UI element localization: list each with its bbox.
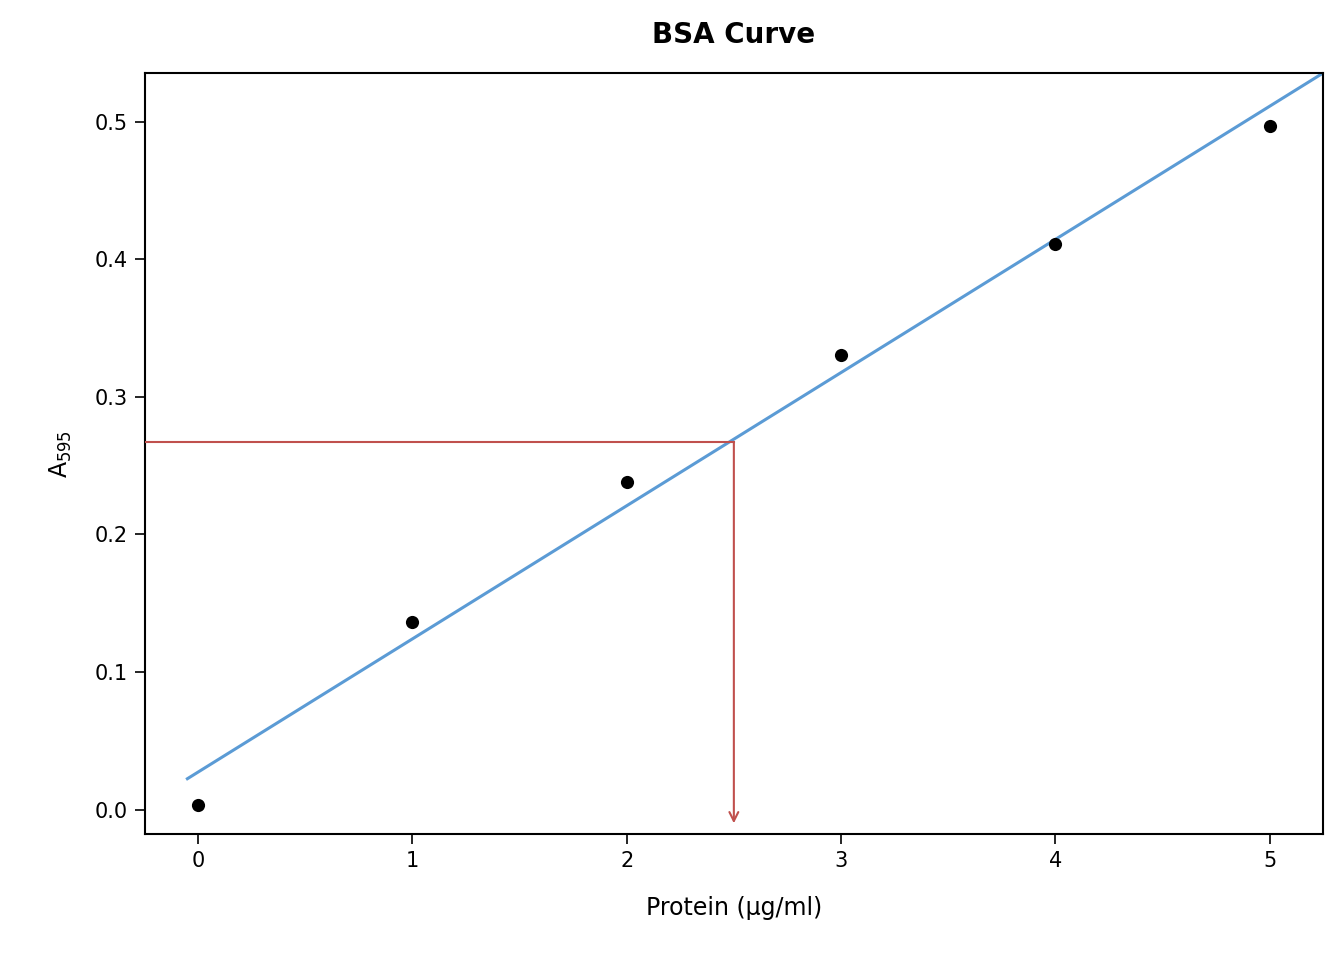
Point [402, 614, 423, 630]
Point [1044, 236, 1066, 252]
Title: BSA Curve: BSA Curve [652, 21, 816, 49]
Point [831, 348, 852, 363]
Point [1259, 118, 1281, 133]
X-axis label: Protein (μg/ml): Protein (μg/ml) [645, 896, 823, 920]
Point [187, 798, 208, 813]
Point [616, 474, 637, 490]
Y-axis label: A$_{595}$: A$_{595}$ [48, 430, 74, 478]
